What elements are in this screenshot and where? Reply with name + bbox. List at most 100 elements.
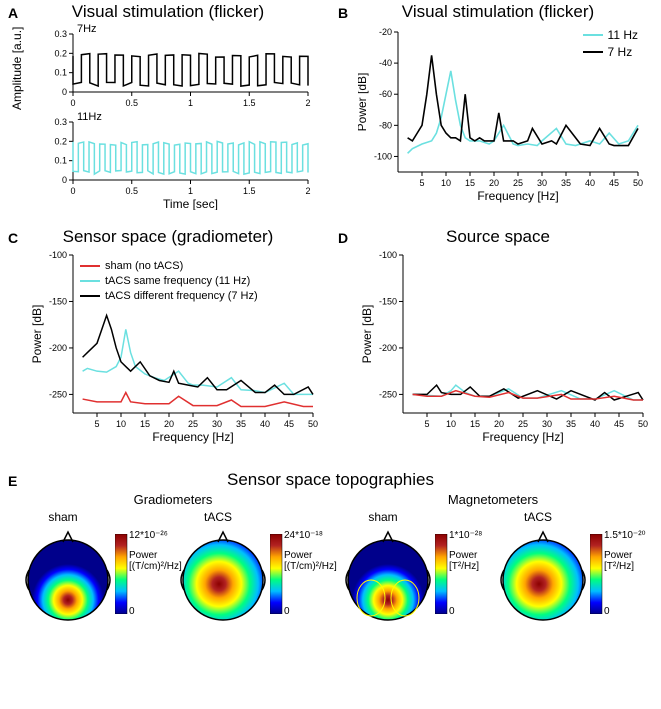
svg-text:15: 15 bbox=[140, 419, 150, 429]
svg-text:25: 25 bbox=[518, 419, 528, 429]
panel-d-title: Source space bbox=[338, 227, 658, 247]
panel-b-title: Visual stimulation (flicker) bbox=[338, 2, 658, 22]
panel-c: C Sensor space (gradiometer) 51015202530… bbox=[8, 225, 328, 455]
svg-text:15: 15 bbox=[470, 419, 480, 429]
svg-text:30: 30 bbox=[542, 419, 552, 429]
svg-text:-250: -250 bbox=[379, 389, 397, 399]
topo-group: Gradiometers sham 12*10⁻²⁶ Power [(T/cm)²/H… bbox=[13, 492, 333, 702]
svg-text:Frequency [Hz]: Frequency [Hz] bbox=[152, 430, 233, 444]
svg-text:0.2: 0.2 bbox=[54, 48, 67, 58]
colorbar-min: 0 bbox=[449, 606, 455, 617]
svg-text:20: 20 bbox=[489, 178, 499, 188]
svg-text:5: 5 bbox=[424, 419, 429, 429]
colorbar-max: 1*10⁻²⁸ bbox=[449, 530, 482, 541]
svg-text:-60: -60 bbox=[379, 89, 392, 99]
colorbar-unit: Power [(T/cm)²/Hz] bbox=[129, 550, 182, 572]
colorbar-max: 1.5*10⁻²⁰ bbox=[604, 530, 646, 541]
svg-text:-100: -100 bbox=[379, 250, 397, 260]
svg-text:Power [dB]: Power [dB] bbox=[30, 305, 44, 364]
svg-text:10: 10 bbox=[116, 419, 126, 429]
panel-b-legend: 11 Hz7 Hz bbox=[583, 28, 638, 62]
colorbar bbox=[115, 534, 129, 614]
panel-a: A Visual stimulation (flicker) Amplitude… bbox=[8, 0, 328, 210]
svg-text:Frequency [Hz]: Frequency [Hz] bbox=[477, 189, 558, 203]
topo-head bbox=[343, 528, 433, 628]
svg-text:1.5: 1.5 bbox=[243, 186, 256, 196]
svg-text:-40: -40 bbox=[379, 58, 392, 68]
colorbar-max: 12*10⁻²⁶ bbox=[129, 530, 168, 541]
svg-text:-200: -200 bbox=[49, 343, 67, 353]
svg-text:50: 50 bbox=[308, 419, 318, 429]
svg-text:1: 1 bbox=[188, 98, 193, 108]
svg-text:20: 20 bbox=[164, 419, 174, 429]
svg-text:11Hz: 11Hz bbox=[77, 111, 102, 123]
svg-text:-250: -250 bbox=[49, 389, 67, 399]
panel-d-svg: 5 10 15 20 25 30 35 40 45 50 -250 -200 -150 -100 Frequ… bbox=[358, 247, 658, 452]
svg-text:0.1: 0.1 bbox=[54, 68, 67, 78]
svg-text:35: 35 bbox=[561, 178, 571, 188]
panel-e-topos: Gradiometers sham 12*10⁻²⁶ Power [(T/cm)²/H… bbox=[13, 492, 653, 702]
svg-text:2: 2 bbox=[305, 98, 310, 108]
panel-b: B Visual stimulation (flicker) 510152025… bbox=[338, 0, 658, 210]
svg-text:45: 45 bbox=[609, 178, 619, 188]
topo-group: Magnetometerssham1*10⁻²⁸Power [T²/Hz]0tA… bbox=[333, 492, 653, 702]
panel-c-legend: sham (no tACS) tACS same frequency (11 Hz… bbox=[80, 260, 258, 305]
panel-e: E Sensor space topographies Gradiometers… bbox=[8, 468, 653, 708]
topo-label: sham bbox=[23, 510, 103, 524]
svg-text:0.3: 0.3 bbox=[54, 117, 67, 127]
svg-text:-20: -20 bbox=[379, 27, 392, 37]
svg-text:35: 35 bbox=[566, 419, 576, 429]
svg-text:-100: -100 bbox=[49, 250, 67, 260]
colorbar bbox=[590, 534, 604, 614]
colorbar-min: 0 bbox=[284, 606, 290, 617]
svg-text:25: 25 bbox=[513, 178, 523, 188]
svg-text:5: 5 bbox=[419, 178, 424, 188]
svg-text:1.5: 1.5 bbox=[243, 98, 256, 108]
svg-text:30: 30 bbox=[537, 178, 547, 188]
svg-text:Power [dB]: Power [dB] bbox=[360, 305, 374, 364]
svg-text:40: 40 bbox=[585, 178, 595, 188]
topo-head bbox=[23, 528, 113, 628]
svg-text:0: 0 bbox=[62, 175, 67, 185]
svg-text:35: 35 bbox=[236, 419, 246, 429]
svg-text:-150: -150 bbox=[49, 296, 67, 306]
svg-text:-200: -200 bbox=[379, 343, 397, 353]
svg-text:20: 20 bbox=[494, 419, 504, 429]
svg-text:7Hz: 7Hz bbox=[77, 23, 97, 35]
colorbar-unit: Power [(T/cm)²/Hz] bbox=[284, 550, 337, 572]
topo-head bbox=[178, 528, 268, 628]
svg-text:10: 10 bbox=[441, 178, 451, 188]
svg-text:Power [dB]: Power [dB] bbox=[358, 73, 369, 132]
svg-text:0.2: 0.2 bbox=[54, 136, 67, 146]
panel-a-svg: 00.511.5200.10.20.37Hz00.511.5200.10.20.… bbox=[38, 22, 328, 210]
svg-text:10: 10 bbox=[446, 419, 456, 429]
colorbar-unit: Power [T²/Hz] bbox=[604, 550, 634, 572]
colorbar bbox=[270, 534, 284, 614]
topo-group-heading: Gradiometers bbox=[13, 492, 333, 507]
svg-text:45: 45 bbox=[614, 419, 624, 429]
legend-item: tACS same frequency (11 Hz) bbox=[80, 275, 258, 287]
figure-root: A Visual stimulation (flicker) Amplitude… bbox=[0, 0, 661, 709]
svg-text:0.5: 0.5 bbox=[125, 98, 138, 108]
legend-item: sham (no tACS) bbox=[80, 260, 258, 272]
panel-c-title: Sensor space (gradiometer) bbox=[8, 227, 328, 247]
svg-text:30: 30 bbox=[212, 419, 222, 429]
legend-item: tACS different frequency (7 Hz) bbox=[80, 290, 258, 302]
svg-text:-150: -150 bbox=[379, 296, 397, 306]
panel-d: D Source space 5101520253035404550-250-2… bbox=[338, 225, 658, 455]
svg-text:15: 15 bbox=[465, 178, 475, 188]
svg-text:40: 40 bbox=[590, 419, 600, 429]
colorbar-max: 24*10⁻¹⁸ bbox=[284, 530, 323, 541]
panel-e-title: Sensor space topographies bbox=[8, 470, 653, 490]
svg-text:25: 25 bbox=[188, 419, 198, 429]
svg-text:50: 50 bbox=[638, 419, 648, 429]
svg-text:Time [sec]: Time [sec] bbox=[163, 197, 218, 210]
svg-text:0.5: 0.5 bbox=[125, 186, 138, 196]
svg-text:Frequency [Hz]: Frequency [Hz] bbox=[482, 430, 563, 444]
topo-label: tACS bbox=[178, 510, 258, 524]
colorbar bbox=[435, 534, 449, 614]
topo-head bbox=[498, 528, 588, 628]
svg-text:5: 5 bbox=[94, 419, 99, 429]
svg-text:50: 50 bbox=[633, 178, 643, 188]
svg-text:-80: -80 bbox=[379, 120, 392, 130]
